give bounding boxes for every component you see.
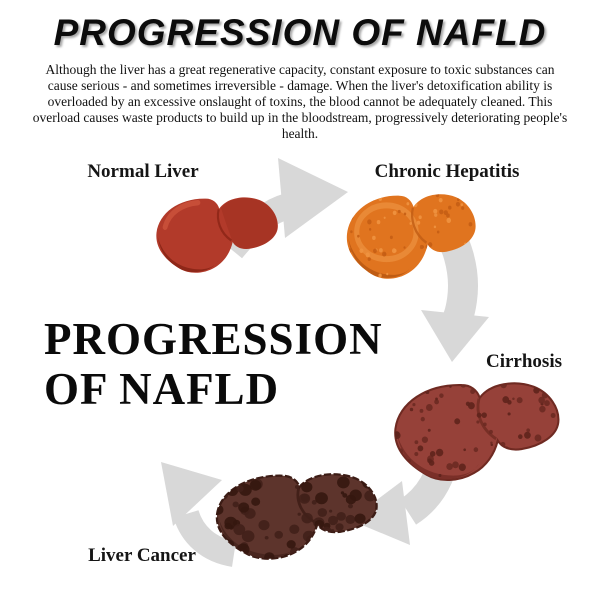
arrow-cancer-return xyxy=(161,462,237,567)
normal-liver-illustration xyxy=(156,197,278,273)
liver-lobe-divider xyxy=(476,398,497,441)
label-cirrhosis: Cirrhosis xyxy=(486,351,562,372)
liver-right-lobe-shade xyxy=(221,197,278,250)
center-heading-line2: OF NAFLD xyxy=(44,364,280,414)
label-normal-liver: Normal Liver xyxy=(87,161,199,182)
liver-highlight xyxy=(162,200,201,230)
liver-cancer-illustration xyxy=(215,473,378,560)
liver-bottom-shade xyxy=(157,236,219,273)
liver-lobe-divider xyxy=(411,207,428,244)
center-heading: PROGRESSION OF NAFLD xyxy=(44,314,383,414)
intro-paragraph: Although the liver has a great regenerat… xyxy=(32,62,568,141)
page-title: PROGRESSION OF NAFLD xyxy=(53,12,547,53)
liver-body xyxy=(346,194,476,279)
liver-bottom-shade xyxy=(348,238,413,278)
liver-body xyxy=(394,382,560,481)
center-heading-line1: PROGRESSION xyxy=(44,314,383,364)
chronic-hepatitis-liver-illustration xyxy=(346,194,476,279)
cirrhosis-liver-illustration xyxy=(394,382,560,481)
label-chronic-hepatitis: Chronic Hepatitis xyxy=(374,161,520,182)
liver-body xyxy=(156,197,278,273)
liver-bottom-shade xyxy=(397,433,479,479)
label-liver-cancer: Liver Cancer xyxy=(88,545,196,566)
liver-lobe-divider xyxy=(216,209,233,242)
